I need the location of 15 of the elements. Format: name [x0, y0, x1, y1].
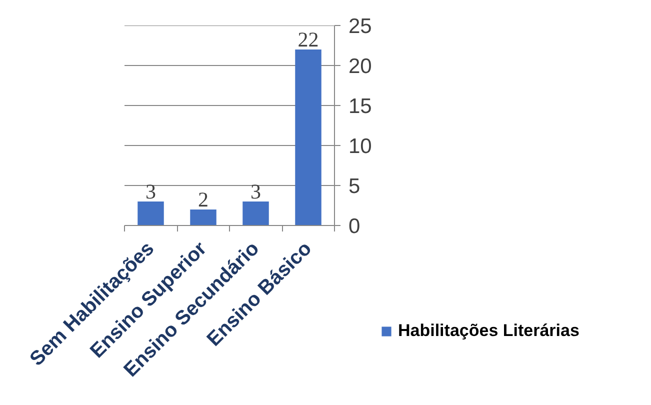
y-tick-label: 25	[348, 15, 372, 38]
data-label: 3	[250, 180, 261, 204]
y-tick-label: 0	[348, 215, 360, 238]
data-label: 3	[146, 180, 156, 204]
y-tick-label: 20	[348, 55, 372, 78]
data-label: 2	[198, 188, 208, 212]
data-label: 22	[298, 28, 319, 52]
bar	[295, 50, 322, 226]
y-tick-label: 10	[348, 135, 372, 158]
y-tick-label: 15	[348, 95, 372, 118]
bar	[190, 210, 216, 226]
legend-label: Habilitações Literárias	[398, 321, 580, 341]
bar	[138, 202, 164, 226]
y-tick-label: 5	[348, 175, 360, 198]
bar	[242, 202, 269, 226]
